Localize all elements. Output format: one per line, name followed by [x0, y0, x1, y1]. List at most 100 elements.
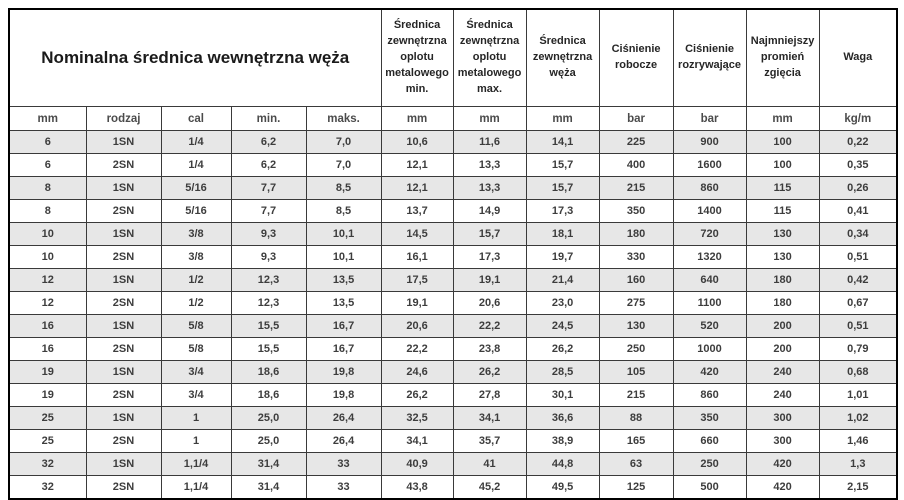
table-cell: 19,1 [452, 268, 527, 292]
table-cell: 27,8 [452, 383, 527, 407]
table-cell: 0,34 [818, 222, 898, 246]
table-cell: 2SN [85, 475, 162, 500]
table-cell: 11,6 [452, 130, 527, 154]
table-cell: 1/2 [160, 268, 232, 292]
table-cell: 2SN [85, 383, 162, 407]
table-cell: 23,0 [525, 291, 600, 315]
table-cell: 1SN [85, 406, 162, 430]
table-cell: 10,1 [305, 245, 382, 269]
table-cell: 7,7 [230, 199, 307, 223]
table-cell: 88 [598, 406, 674, 430]
table-cell: 130 [745, 245, 820, 269]
table-cell: 9,3 [230, 245, 307, 269]
table-cell: 240 [745, 383, 820, 407]
table-cell: 10 [8, 222, 87, 246]
table-cell: 32,5 [380, 406, 454, 430]
table-row: 6 2SN 1/4 6,2 7,0 12,1 13,3 15,7 400 1600 100 0,35 [8, 153, 898, 177]
table-cell: 9,3 [230, 222, 307, 246]
table-cell: 1/4 [160, 153, 232, 177]
table-cell: 240 [745, 360, 820, 384]
table-cell: 19 [8, 383, 87, 407]
table-cell: 25 [8, 429, 87, 453]
header-braid-outer-diameter-min: Średnica zewnętrzna oplotu metalowego mi… [380, 8, 454, 107]
table-cell: 26,2 [452, 360, 527, 384]
table-cell: 19 [8, 360, 87, 384]
table-cell: 130 [598, 314, 674, 338]
unit-mm: mm [452, 106, 527, 131]
table-cell: 125 [598, 475, 674, 500]
table-cell: 18,6 [230, 360, 307, 384]
table-row: 6 1SN 1/4 6,2 7,0 10,6 11,6 14,1 225 900 100 0,22 [8, 130, 898, 154]
table-cell: 180 [598, 222, 674, 246]
table-cell: 200 [745, 337, 820, 361]
unit-rodzaj: rodzaj [85, 106, 162, 131]
table-cell: 22,2 [380, 337, 454, 361]
table-cell: 43,8 [380, 475, 454, 500]
table-cell: 15,7 [525, 153, 600, 177]
table-cell: 32 [8, 452, 87, 476]
table-row: 25 1SN 1 25,0 26,4 32,5 34,1 36,6 88 350 300 1,02 [8, 406, 898, 430]
table-cell: 16,1 [380, 245, 454, 269]
table-cell: 300 [745, 406, 820, 430]
table-cell: 13,3 [452, 176, 527, 200]
table-cell: 12,1 [380, 153, 454, 177]
table-body: 6 1SN 1/4 6,2 7,0 10,6 11,6 14,1 225 900 100 0,22 6 2… [8, 130, 898, 500]
table-row: 16 2SN 5/8 15,5 16,7 22,2 23,8 26,2 250 1000 200 0,… [8, 337, 898, 361]
table-cell: 130 [745, 222, 820, 246]
table-cell: 8,5 [305, 199, 382, 223]
table-cell: 1,46 [818, 429, 898, 453]
table-cell: 1/2 [160, 291, 232, 315]
table-cell: 1SN [85, 130, 162, 154]
unit-maks: maks. [305, 106, 382, 131]
table-cell: 1SN [85, 452, 162, 476]
table-row: 32 2SN 1,1/4 31,4 33 43,8 45,2 49,5 125 500 420 2,1… [8, 475, 898, 500]
table-cell: 34,1 [452, 406, 527, 430]
unit-mm: mm [8, 106, 87, 131]
table-cell: 40,9 [380, 452, 454, 476]
table-cell: 20,6 [380, 314, 454, 338]
table-cell: 225 [598, 130, 674, 154]
table-cell: 12,3 [230, 268, 307, 292]
table-cell: 2SN [85, 245, 162, 269]
table-cell: 10 [8, 245, 87, 269]
table-cell: 8 [8, 199, 87, 223]
table-cell: 300 [745, 429, 820, 453]
table-cell: 25,0 [230, 406, 307, 430]
table-cell: 33 [305, 475, 382, 500]
table-cell: 19,7 [525, 245, 600, 269]
table-cell: 2SN [85, 199, 162, 223]
header-row-units: mm rodzaj cal min. maks. mm mm mm bar ba… [8, 106, 898, 131]
table-cell: 6,2 [230, 130, 307, 154]
table-cell: 2SN [85, 153, 162, 177]
table-cell: 720 [672, 222, 747, 246]
table-cell: 41 [452, 452, 527, 476]
table-cell: 12,1 [380, 176, 454, 200]
table-cell: 8 [8, 176, 87, 200]
table-cell: 23,8 [452, 337, 527, 361]
table-cell: 330 [598, 245, 674, 269]
table-cell: 200 [745, 314, 820, 338]
table-cell: 31,4 [230, 475, 307, 500]
unit-min: min. [230, 106, 307, 131]
table-cell: 3/4 [160, 360, 232, 384]
table-cell: 0,79 [818, 337, 898, 361]
table-cell: 21,4 [525, 268, 600, 292]
table-cell: 13,5 [305, 291, 382, 315]
table-cell: 160 [598, 268, 674, 292]
table-cell: 2,15 [818, 475, 898, 500]
header-weight: Waga [818, 8, 898, 107]
table-cell: 100 [745, 153, 820, 177]
table-cell: 24,6 [380, 360, 454, 384]
table-cell: 25 [8, 406, 87, 430]
table-row: 10 2SN 3/8 9,3 10,1 16,1 17,3 19,7 330 1320 130 0,5… [8, 245, 898, 269]
table-cell: 49,5 [525, 475, 600, 500]
table-cell: 15,5 [230, 314, 307, 338]
table-cell: 350 [672, 406, 747, 430]
table-cell: 35,7 [452, 429, 527, 453]
table-cell: 26,4 [305, 429, 382, 453]
table-cell: 32 [8, 475, 87, 500]
table-cell: 0,68 [818, 360, 898, 384]
unit-mm: mm [745, 106, 820, 131]
table-cell: 33 [305, 452, 382, 476]
